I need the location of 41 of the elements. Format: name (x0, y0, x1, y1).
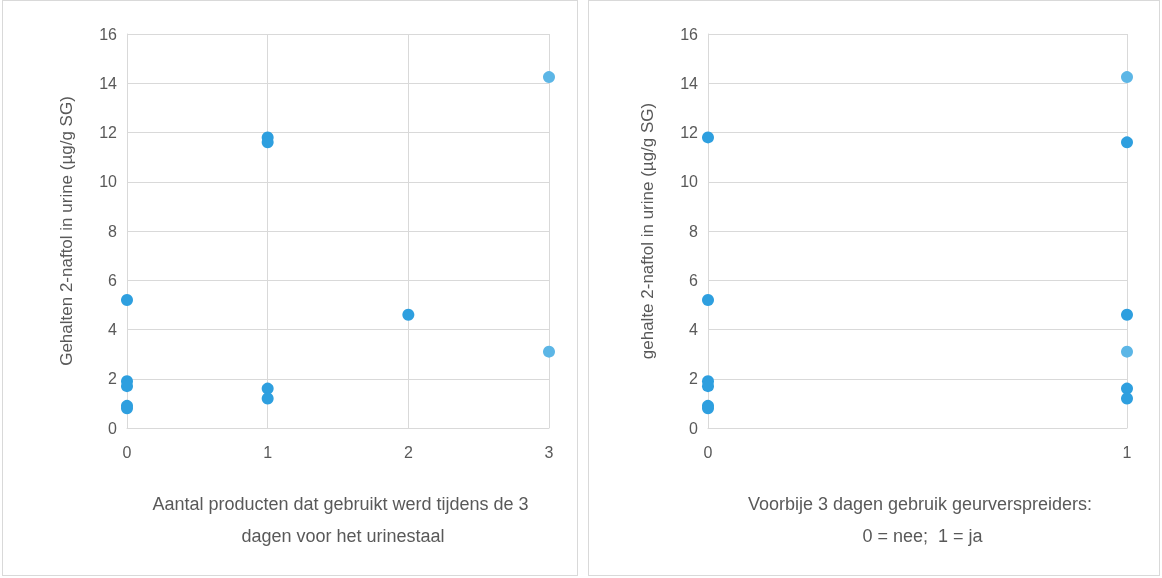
y-tick-label: 16 (99, 25, 118, 43)
y-tick-label: 6 (689, 271, 699, 289)
y-tick-label: 2 (689, 370, 699, 388)
point (261, 392, 274, 405)
point (543, 345, 555, 358)
y-tick-label: 0 (108, 419, 118, 437)
x-tick-label: 1 (263, 443, 273, 461)
y-tick-label: 14 (680, 74, 699, 92)
y-tick-label: 0 (689, 419, 699, 437)
y-tick-label: 4 (108, 321, 118, 338)
y-axis-title: Gehalten 2-naftol in urine (µg/g SG) (57, 96, 76, 366)
y-tick-label: 12 (680, 124, 699, 141)
y-tick-label: 14 (99, 74, 118, 92)
point (1121, 392, 1133, 405)
x-axis-title: Voorbije 3 dagen gebruik geurverspreiders: 0 = nee; 1 = ja (747, 494, 1098, 546)
x-tick-label: 0 (122, 443, 132, 461)
y-tick-label: 16 (680, 25, 699, 43)
y-axis-title: gehalte 2-naftol in urine (µg/g SG) (638, 102, 657, 360)
y-tick-label: 4 (689, 321, 699, 338)
y-tick-label: 2 (108, 370, 118, 388)
point (402, 308, 415, 321)
point (1121, 382, 1133, 395)
point (1121, 345, 1133, 358)
point (121, 293, 133, 306)
y-tick-label: 8 (108, 222, 118, 240)
x-tick-label: 2 (403, 443, 413, 461)
y-tick-label: 8 (689, 222, 699, 240)
point (1121, 136, 1133, 149)
point (702, 131, 714, 144)
x-axis-title: Aantal producten dat gebruikt werd tijdens de 3 dagen voor het urinestaal (152, 494, 534, 546)
y-tick-label: 12 (99, 124, 118, 141)
point (543, 71, 555, 84)
y-tick-label: 10 (680, 173, 699, 191)
y-tick-label: 10 (99, 173, 118, 191)
x-tick-label: 3 (544, 443, 554, 461)
x-tick-label: 1 (1122, 443, 1132, 461)
point (1121, 308, 1133, 321)
x-tick-label: 0 (703, 443, 713, 461)
point (702, 293, 714, 306)
point (1121, 71, 1133, 84)
y-tick-label: 6 (108, 271, 118, 289)
